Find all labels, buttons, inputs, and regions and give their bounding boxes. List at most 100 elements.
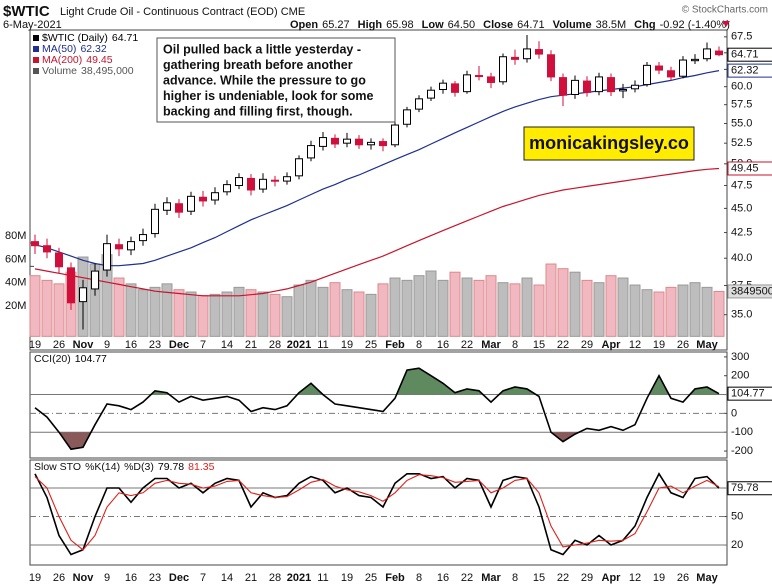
x-tick-label: Apr xyxy=(602,572,622,584)
y-tick-label: 47.5 xyxy=(731,179,752,191)
volume-bar xyxy=(389,277,401,337)
volume-bar xyxy=(545,263,557,337)
volume-bar xyxy=(173,289,185,337)
volume-bar xyxy=(209,293,221,337)
x-tick-label: 7 xyxy=(200,339,206,351)
legend-name: CCI(20) xyxy=(34,353,71,365)
volume-bar xyxy=(641,289,653,337)
candle-body xyxy=(631,84,639,90)
quote-value: 64.71 xyxy=(517,19,545,31)
candle-body xyxy=(463,74,471,93)
volume-bar xyxy=(425,270,437,337)
candle-body xyxy=(115,244,123,250)
candle-body xyxy=(667,70,675,78)
value-box xyxy=(727,386,772,401)
quote-label: High xyxy=(358,19,383,31)
volume-bar xyxy=(125,283,137,337)
legend-name: %K(14) xyxy=(85,461,120,473)
y-tick-label: -200 xyxy=(731,445,753,457)
legend-value: 79.78 xyxy=(158,461,184,473)
candle-body xyxy=(307,145,315,159)
legend-entry: MA(50) 62.32 xyxy=(42,43,107,55)
candle-body xyxy=(643,64,651,86)
y-tick-label: 67.5 xyxy=(731,31,752,43)
candle-body xyxy=(79,287,87,303)
volume-bar xyxy=(113,277,125,337)
y-tick-label: 50 xyxy=(731,510,743,522)
volume-tick-label: 20M xyxy=(5,300,26,312)
volume-bar xyxy=(677,284,689,337)
x-tick-label: Mar xyxy=(481,339,501,351)
volume-bar xyxy=(365,293,377,337)
symbol: $WTIC xyxy=(3,3,50,20)
candle-body xyxy=(271,179,279,182)
volume-bar xyxy=(53,283,65,337)
candle-body xyxy=(187,195,195,212)
candle-body xyxy=(367,141,375,146)
candle-body xyxy=(715,50,723,56)
candle-body xyxy=(679,59,687,77)
legend-entry: MA(200) 49.45 xyxy=(42,54,113,66)
candle-body xyxy=(199,196,207,202)
x-tick-label: 25 xyxy=(365,572,377,584)
x-tick-label: 9 xyxy=(104,339,110,351)
annotation-box xyxy=(156,37,396,123)
candle-body xyxy=(499,56,507,83)
candle-body xyxy=(415,98,423,110)
credit: © StockCharts.com xyxy=(682,5,768,16)
indicator-line xyxy=(34,367,720,451)
legend-name: $WTIC (Daily) xyxy=(42,32,108,44)
volume-bar xyxy=(329,282,341,337)
candle-body xyxy=(151,208,159,235)
x-tick-label: 19 xyxy=(29,339,41,351)
x-tick-label: 12 xyxy=(629,572,641,584)
x-tick-label: 29 xyxy=(581,339,593,351)
candle-body xyxy=(223,184,231,193)
x-tick-label: 16 xyxy=(437,572,449,584)
quote-value: 65.27 xyxy=(322,19,350,31)
volume-bar xyxy=(269,293,281,337)
volume-tick-label: 40M xyxy=(5,277,26,289)
candle-body xyxy=(571,79,579,96)
volume-bar xyxy=(713,290,725,337)
annotation-line: advance. While the pressure to go xyxy=(163,73,366,87)
x-tick-label: Apr xyxy=(602,339,622,351)
volume-bar xyxy=(653,291,665,337)
volume-bar xyxy=(149,286,161,337)
annotation-line: backing and filling first, though. xyxy=(163,104,353,118)
candle-body xyxy=(547,54,555,78)
legend-entry: Slow STO %K(14) %D(3) 79.78 81.35 xyxy=(34,461,215,473)
volume-bar xyxy=(257,291,269,337)
volume-bar xyxy=(341,289,353,337)
volume-bar xyxy=(497,282,509,337)
legend-name: Volume xyxy=(42,65,77,77)
candle-body xyxy=(283,176,291,182)
x-tick-label: 23 xyxy=(149,572,161,584)
y-tick-label: 200 xyxy=(731,370,749,382)
indicator-line xyxy=(34,474,720,551)
legend-value: 64.71 xyxy=(112,32,138,44)
candle-body xyxy=(319,137,327,147)
candle-body xyxy=(427,89,435,99)
x-tick-label: 26 xyxy=(53,339,65,351)
legend-value: 81.35 xyxy=(188,461,214,473)
candle-body xyxy=(475,75,483,78)
x-tick-label: 29 xyxy=(581,572,593,584)
stoch-panel xyxy=(29,459,728,566)
candle-body xyxy=(523,48,531,60)
y-tick-label: 35.0 xyxy=(731,309,752,321)
candle-body xyxy=(595,76,603,93)
x-tick-label: 2021 xyxy=(287,339,311,351)
x-tick-label: May xyxy=(696,572,718,584)
y-tick-label: 57.5 xyxy=(731,99,752,111)
x-tick-label: 21 xyxy=(245,572,257,584)
volume-bar xyxy=(449,271,461,337)
volume-bar xyxy=(509,283,521,337)
value-box-label: 49.45 xyxy=(731,162,759,174)
candle-body xyxy=(139,234,147,242)
y-tick-label: 300 xyxy=(731,351,749,363)
volume-bar xyxy=(245,289,257,337)
y-tick-label: 20 xyxy=(731,539,743,551)
x-tick-label: 19 xyxy=(653,572,665,584)
